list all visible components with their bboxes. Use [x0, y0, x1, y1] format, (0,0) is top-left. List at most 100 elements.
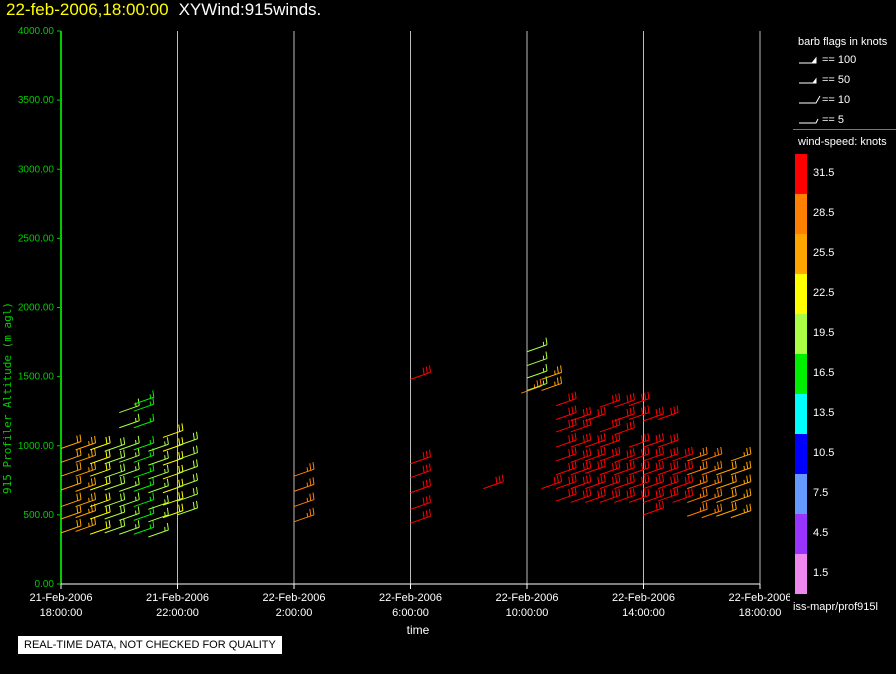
x-axis-title: time [407, 623, 430, 637]
barb-flag [734, 502, 737, 510]
barb-flag [647, 474, 650, 482]
barb-shaft [687, 494, 708, 503]
barb-shaft [177, 452, 198, 461]
barb-shaft [687, 453, 708, 462]
wind-barb [657, 446, 679, 462]
barb-flag [152, 477, 155, 485]
barb-shaft [526, 344, 548, 353]
barb-flag [600, 434, 603, 442]
barb-flag [123, 518, 126, 526]
barb-shaft [162, 510, 184, 519]
wind-barb [657, 460, 679, 476]
wind-barb [75, 435, 97, 451]
barb-flag [644, 406, 647, 414]
barb-flag [105, 477, 108, 485]
barb-half-flag [542, 380, 545, 385]
wind-barb [614, 420, 635, 436]
barb-flag [632, 488, 635, 496]
barb-half-flag [135, 510, 137, 515]
x-tick-time: 10:00:00 [506, 607, 549, 619]
wind-barb [526, 351, 548, 367]
barb-flag [597, 461, 600, 469]
y-tick-label: 1500.00 [18, 372, 55, 383]
barb-shaft [60, 454, 82, 463]
barb-shaft [672, 494, 693, 503]
barb-shaft [410, 485, 431, 494]
barb-shaft [60, 525, 82, 534]
wind-barb [687, 488, 708, 503]
barb-flag [731, 475, 734, 483]
barb-flag [641, 393, 644, 401]
barb-shaft [133, 454, 154, 463]
barb-shaft [75, 499, 96, 508]
wind-barb [148, 478, 169, 494]
barb-flag [632, 448, 635, 456]
wind-barb [410, 495, 431, 510]
barb-flag [571, 434, 574, 442]
barb-flag [746, 461, 749, 469]
barb-flag [568, 476, 571, 484]
wind-barb [410, 463, 431, 479]
barb-shaft [119, 468, 140, 477]
barb-flag [611, 476, 614, 484]
barb-flag [670, 476, 673, 484]
barb-flag [658, 434, 661, 442]
barb-shaft [687, 508, 708, 517]
barb-flag [178, 492, 181, 500]
barb-flag [734, 474, 737, 482]
barb-flag [629, 461, 632, 469]
barb-flag [670, 489, 673, 497]
barb-flag [626, 408, 629, 417]
barb-flag [90, 463, 93, 471]
barb-flag [655, 490, 658, 498]
barb-shaft [730, 481, 752, 490]
barb-shaft [628, 467, 650, 476]
barb-flag [603, 488, 606, 496]
wind-barb [614, 460, 635, 476]
y-tick-label: 500.00 [23, 510, 54, 521]
barb-shaft [570, 454, 591, 463]
wind-barb [555, 433, 577, 448]
barb-flag [611, 490, 614, 498]
barb-shaft [119, 512, 140, 521]
barb-half-flag [542, 341, 545, 346]
wind-barb [89, 435, 111, 451]
barb-flag [123, 475, 126, 484]
wind-barb [687, 502, 708, 517]
barb-flag [582, 408, 585, 417]
barb-flag [600, 407, 603, 416]
barb-flag [691, 446, 694, 455]
barb-half-flag [149, 417, 152, 422]
barb-half-flag [149, 439, 152, 445]
colorbar-swatch [795, 474, 807, 514]
wind-barb [162, 478, 184, 494]
barb-shaft [133, 396, 154, 405]
barb-shaft [133, 499, 154, 508]
x-tick-date: 22-Feb-2006 [263, 592, 326, 604]
barb-flag [196, 486, 198, 495]
wind-barb [162, 491, 184, 506]
barb-shaft [104, 482, 125, 491]
barb-flag [560, 365, 563, 373]
barb-flag [676, 474, 679, 482]
barb-flag [673, 406, 676, 414]
barb-half-flag [714, 452, 716, 457]
wind-barb [89, 449, 111, 465]
barb-shaft [133, 526, 154, 535]
barb-shaft [701, 481, 722, 490]
wind-barb [716, 460, 737, 476]
barb-flag [425, 510, 428, 518]
colorbar-label: 10.5 [813, 447, 835, 459]
barb-flag [655, 408, 658, 417]
barb-flag [178, 452, 181, 460]
barb-shaft [716, 494, 737, 503]
barb-shaft [75, 523, 96, 532]
barb-flag [626, 422, 629, 430]
barb-flag [720, 446, 723, 455]
barb-half-flag [743, 508, 745, 513]
barb-shaft [483, 481, 504, 490]
barb-flag [749, 474, 752, 482]
barb-shaft [293, 499, 315, 508]
barb-flag [309, 493, 312, 501]
barb-flag [192, 460, 195, 468]
